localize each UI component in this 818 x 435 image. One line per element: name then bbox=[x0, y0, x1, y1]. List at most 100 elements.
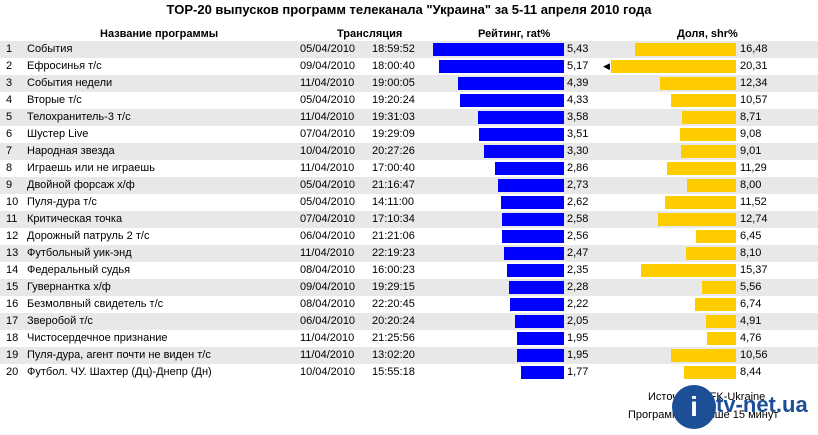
table-row bbox=[0, 75, 818, 92]
table-row bbox=[0, 347, 818, 364]
program-name: Чистосердечное признание bbox=[27, 332, 168, 344]
row-number: 5 bbox=[6, 111, 13, 123]
table-row bbox=[0, 313, 818, 330]
share-value: 5,56 bbox=[740, 281, 762, 293]
broadcast-time: 17:00:40 bbox=[372, 162, 415, 174]
broadcast-time: 14:11:00 bbox=[372, 196, 415, 208]
broadcast-date: 09/04/2010 bbox=[300, 60, 356, 72]
rating-value: 2,05 bbox=[567, 315, 589, 327]
broadcast-time: 19:31:03 bbox=[372, 111, 415, 123]
share-value: 11,29 bbox=[740, 162, 767, 174]
rating-value: 1,95 bbox=[567, 332, 589, 344]
share-bar bbox=[611, 60, 736, 73]
rating-value: 3,51 bbox=[567, 128, 589, 140]
broadcast-time: 13:02:20 bbox=[372, 349, 415, 361]
share-bar bbox=[706, 332, 736, 345]
broadcast-date: 07/04/2010 bbox=[300, 128, 356, 140]
broadcast-time: 19:20:24 bbox=[372, 94, 415, 106]
rating-value: 2,28 bbox=[567, 281, 589, 293]
rating-bar bbox=[501, 213, 564, 226]
share-bar bbox=[680, 145, 736, 158]
program-name: Пуля-дура, агент почти не виден т/с bbox=[27, 349, 211, 361]
share-value: 9,08 bbox=[740, 128, 762, 140]
rating-value: 2,35 bbox=[567, 264, 589, 276]
table-row bbox=[0, 41, 818, 58]
chart-title: TOP-20 выпусков программ телеканала "Укр… bbox=[166, 2, 652, 17]
program-name: Безмолвный свидетель т/с bbox=[27, 298, 164, 310]
share-bar bbox=[665, 196, 736, 209]
rating-bar bbox=[439, 60, 564, 73]
rating-bar bbox=[507, 264, 564, 277]
rating-value: 2,86 bbox=[567, 162, 589, 174]
share-value: 10,56 bbox=[740, 349, 768, 361]
program-name: Гувернантка х/ф bbox=[27, 281, 111, 293]
rating-bar bbox=[508, 281, 564, 294]
rating-bar bbox=[433, 43, 564, 56]
rating-value: 3,30 bbox=[567, 145, 589, 157]
broadcast-date: 10/04/2010 bbox=[300, 145, 356, 157]
broadcast-time: 18:59:52 bbox=[372, 43, 415, 55]
broadcast-date: 11/04/2010 bbox=[300, 77, 355, 89]
rating-bar bbox=[516, 349, 564, 362]
program-name: События bbox=[27, 43, 73, 55]
broadcast-date: 11/04/2010 bbox=[300, 332, 355, 344]
row-number: 3 bbox=[6, 77, 13, 89]
rating-bar bbox=[514, 315, 564, 328]
share-value: 15,37 bbox=[740, 264, 768, 276]
share-bar bbox=[705, 315, 736, 328]
header-name: Название программы bbox=[100, 28, 219, 40]
broadcast-date: 11/04/2010 bbox=[300, 162, 355, 174]
rating-value: 2,22 bbox=[567, 298, 589, 310]
share-bar bbox=[686, 179, 736, 192]
broadcast-date: 11/04/2010 bbox=[300, 349, 355, 361]
logo-text: tv-net.ua bbox=[716, 392, 808, 417]
share-bar bbox=[666, 162, 736, 175]
row-number: 12 bbox=[6, 230, 19, 242]
row-number: 18 bbox=[6, 332, 19, 344]
rating-value: 1,95 bbox=[567, 349, 589, 361]
broadcast-date: 06/04/2010 bbox=[300, 230, 356, 242]
broadcast-time: 19:29:09 bbox=[372, 128, 415, 140]
rating-bar bbox=[502, 230, 564, 243]
share-value: 8,44 bbox=[740, 366, 762, 378]
table-row bbox=[0, 211, 818, 228]
share-value: 12,74 bbox=[740, 213, 768, 225]
share-value: 8,71 bbox=[740, 111, 762, 123]
broadcast-time: 21:21:06 bbox=[372, 230, 415, 242]
row-number: 7 bbox=[6, 145, 13, 157]
rating-bar bbox=[521, 366, 564, 379]
rating-bar bbox=[479, 128, 564, 141]
rating-bar bbox=[458, 77, 564, 90]
program-name: Вторые т/с bbox=[27, 94, 82, 106]
row-number: 20 bbox=[6, 366, 19, 378]
broadcast-date: 05/04/2010 bbox=[300, 179, 356, 191]
share-value: 6,45 bbox=[740, 230, 762, 242]
broadcast-date: 08/04/2010 bbox=[300, 298, 356, 310]
broadcast-time: 22:20:45 bbox=[372, 298, 415, 310]
program-name: Ефросинья т/с bbox=[27, 60, 102, 72]
program-name: Футбол. ЧУ. Шахтер (Дц)-Днепр (Дн) bbox=[27, 366, 212, 378]
rating-value: 2,58 bbox=[567, 213, 589, 225]
broadcast-time: 22:19:23 bbox=[372, 247, 415, 259]
program-name: Народная звезда bbox=[27, 145, 115, 157]
header-broadcast: Трансляция bbox=[337, 28, 403, 40]
row-number: 9 bbox=[6, 179, 13, 191]
header-rating: Рейтинг, rat% bbox=[478, 28, 551, 40]
row-number: 14 bbox=[6, 264, 19, 276]
share-bar bbox=[680, 128, 736, 141]
program-name: Шустер Live bbox=[27, 128, 89, 140]
share-value: 11,52 bbox=[740, 196, 767, 208]
broadcast-date: 07/04/2010 bbox=[300, 213, 356, 225]
row-number: 17 bbox=[6, 315, 19, 327]
table-row bbox=[0, 143, 818, 160]
program-name: Телохранитель-3 т/с bbox=[27, 111, 131, 123]
broadcast-date: 08/04/2010 bbox=[300, 264, 356, 276]
program-name: Пуля-дура т/с bbox=[27, 196, 97, 208]
row-number: 16 bbox=[6, 298, 19, 310]
rating-value: 4,33 bbox=[567, 94, 589, 106]
program-name: Дорожный патруль 2 т/с bbox=[27, 230, 150, 242]
broadcast-time: 19:29:15 bbox=[372, 281, 415, 293]
share-value: 9,01 bbox=[740, 145, 762, 157]
table-row bbox=[0, 109, 818, 126]
row-number: 15 bbox=[6, 281, 19, 293]
